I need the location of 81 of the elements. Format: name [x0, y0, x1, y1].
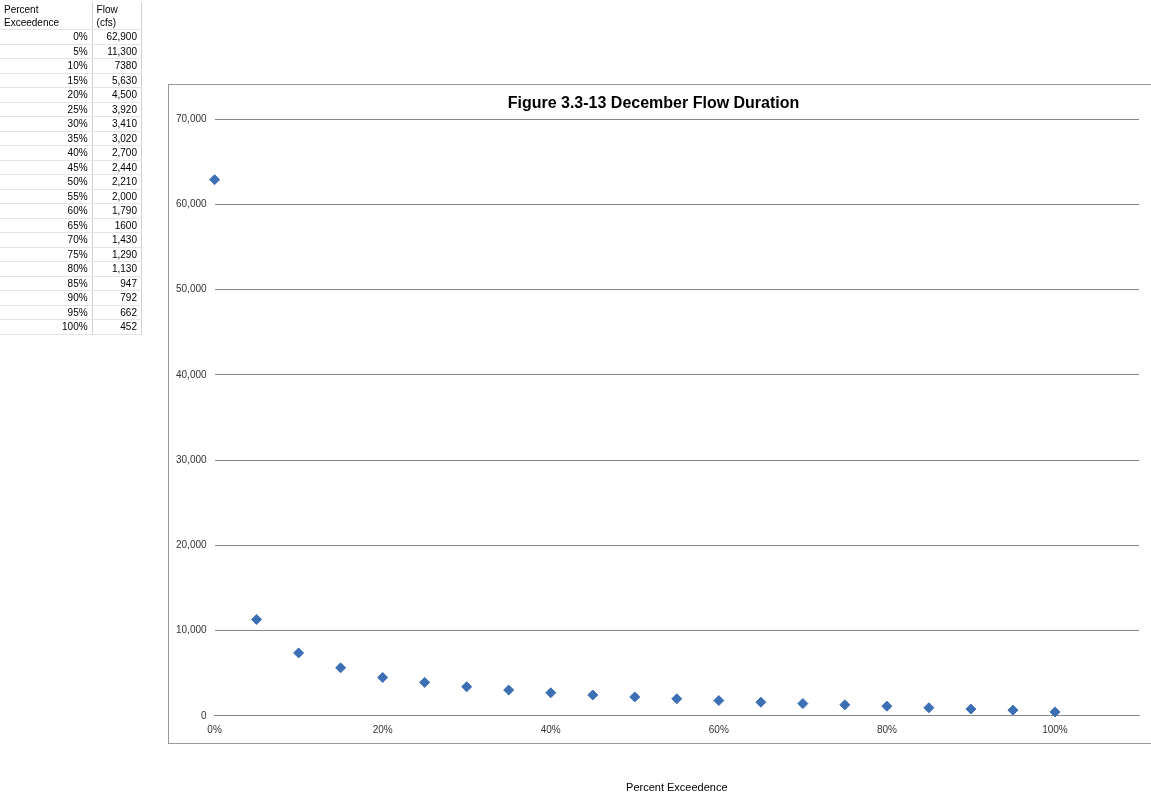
y-tick-label: 70,000: [175, 112, 208, 124]
text: 1,290: [92, 247, 142, 262]
point: [671, 693, 683, 705]
text: 65%: [0, 218, 93, 233]
text: 2,700: [92, 145, 142, 160]
text: 2,000: [92, 189, 142, 204]
text: 1,130: [92, 261, 142, 276]
x-tick-label: 0%: [207, 723, 222, 735]
text: 55%: [0, 189, 93, 204]
point: [881, 700, 893, 712]
text: 662: [92, 305, 142, 320]
x-tick-label: 100%: [1042, 723, 1068, 735]
x-tick-label: 60%: [708, 723, 729, 735]
y-tick-label: 60,000: [175, 198, 208, 210]
text: 95%: [0, 305, 93, 320]
point: [629, 691, 641, 703]
text: 70%: [0, 232, 93, 247]
point: [797, 698, 809, 710]
text: 35%: [0, 131, 93, 146]
text: 5,630: [92, 73, 142, 88]
text: 1,430: [92, 232, 142, 247]
point: [923, 702, 935, 714]
text: 40%: [0, 145, 93, 160]
text: 4,500: [92, 87, 142, 102]
point: [755, 696, 767, 708]
text: 15%: [0, 73, 93, 88]
x-tick-label: 80%: [876, 723, 897, 735]
point: [251, 613, 263, 625]
text: 100%: [0, 319, 93, 334]
point: [587, 689, 599, 701]
point: [461, 681, 473, 693]
text: 0%: [0, 29, 93, 44]
x-axis-title: Percent Exceedence: [626, 781, 728, 794]
y-tick-label: 50,000: [175, 283, 208, 295]
point: [209, 174, 221, 186]
point: [377, 671, 389, 683]
point: [419, 676, 431, 688]
text: 7380: [92, 58, 142, 73]
text: 3,020: [92, 131, 142, 146]
point: [503, 684, 515, 696]
text: 792: [92, 290, 142, 305]
text: 3,920: [92, 102, 142, 117]
text: 25%: [0, 102, 93, 117]
x-tick-label: 40%: [540, 723, 561, 735]
y-tick-label: 10,000: [175, 624, 208, 636]
text: 62,900: [92, 29, 142, 44]
text: 11,300: [92, 44, 142, 59]
text: 1600: [92, 218, 142, 233]
text: 85%: [0, 276, 93, 291]
text: 60%: [0, 203, 93, 218]
text: 1,790: [92, 203, 142, 218]
point: [335, 662, 347, 674]
text: 452: [92, 319, 142, 334]
x-tick-label: 20%: [372, 723, 393, 735]
point: [1049, 706, 1061, 718]
text: 5%: [0, 44, 93, 59]
point: [293, 647, 305, 659]
point: [1007, 704, 1019, 716]
y-tick-label: 40,000: [175, 368, 208, 380]
point: [839, 699, 851, 711]
text: 75%: [0, 247, 93, 262]
text: 2,210: [92, 174, 142, 189]
text: 45%: [0, 160, 93, 175]
text: Flow (cfs): [92, 2, 142, 30]
text: 80%: [0, 261, 93, 276]
text: 10%: [0, 58, 93, 73]
text: 20%: [0, 87, 93, 102]
text: 90%: [0, 290, 93, 305]
text: 947: [92, 276, 142, 291]
y-tick-label: 30,000: [175, 453, 208, 465]
text: 2,440: [92, 160, 142, 175]
y-tick-label: 20,000: [175, 539, 208, 551]
text: 3,410: [92, 116, 142, 131]
text: 50%: [0, 174, 93, 189]
chart-title: Figure 3.3-13 December Flow Duration: [507, 94, 800, 112]
text: Percent Exceedence: [0, 2, 93, 30]
y-tick-label: 0: [201, 709, 208, 721]
text: 30%: [0, 116, 93, 131]
point: [713, 695, 725, 707]
point: [545, 687, 557, 699]
point: [965, 703, 977, 715]
